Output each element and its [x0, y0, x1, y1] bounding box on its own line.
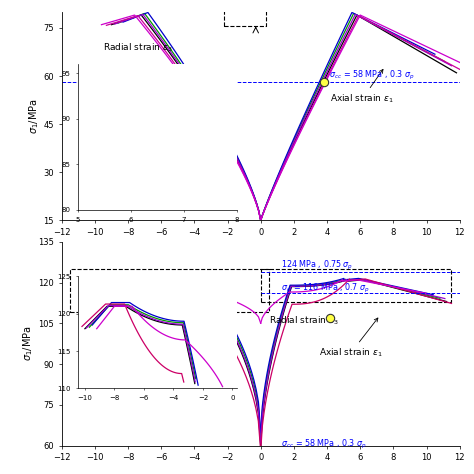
Text: Radial strain $\varepsilon_3$: Radial strain $\varepsilon_3$ — [269, 314, 339, 327]
Text: 124 MPa , 0.75 $\sigma_p$: 124 MPa , 0.75 $\sigma_p$ — [281, 259, 353, 272]
Text: $\sigma_{ci}$ = 116 MPa , 0.7 $\sigma_p$: $\sigma_{ci}$ = 116 MPa , 0.7 $\sigma_p$ — [281, 282, 369, 295]
Text: Radial strain $\varepsilon_3$: Radial strain $\varepsilon_3$ — [103, 41, 173, 54]
X-axis label: $\varepsilon$ /10$^{-3}$: $\varepsilon$ /10$^{-3}$ — [243, 243, 279, 257]
Text: (a) $\sigma_1$-$\varepsilon$ , LD: (a) $\sigma_1$-$\varepsilon$ , LD — [227, 248, 295, 262]
Text: $\sigma_{cc}$ = 58 MPa , 0.3 $\sigma_p$: $\sigma_{cc}$ = 58 MPa , 0.3 $\sigma_p$ — [281, 438, 366, 451]
Text: Axial strain $\varepsilon_1$: Axial strain $\varepsilon_1$ — [330, 69, 394, 105]
Text: $\sigma_{cc}$ = 58 MPa , 0.3 $\sigma_p$: $\sigma_{cc}$ = 58 MPa , 0.3 $\sigma_p$ — [328, 69, 415, 82]
Bar — [70, 269, 269, 312]
Bar — [261, 269, 451, 301]
Text: Axial strain $\varepsilon_1$: Axial strain $\varepsilon_1$ — [319, 318, 383, 359]
Y-axis label: $\sigma_1$/MPa: $\sigma_1$/MPa — [27, 98, 41, 134]
Bar — [224, 10, 265, 26]
Y-axis label: $\sigma_1$/MPa: $\sigma_1$/MPa — [21, 326, 36, 362]
